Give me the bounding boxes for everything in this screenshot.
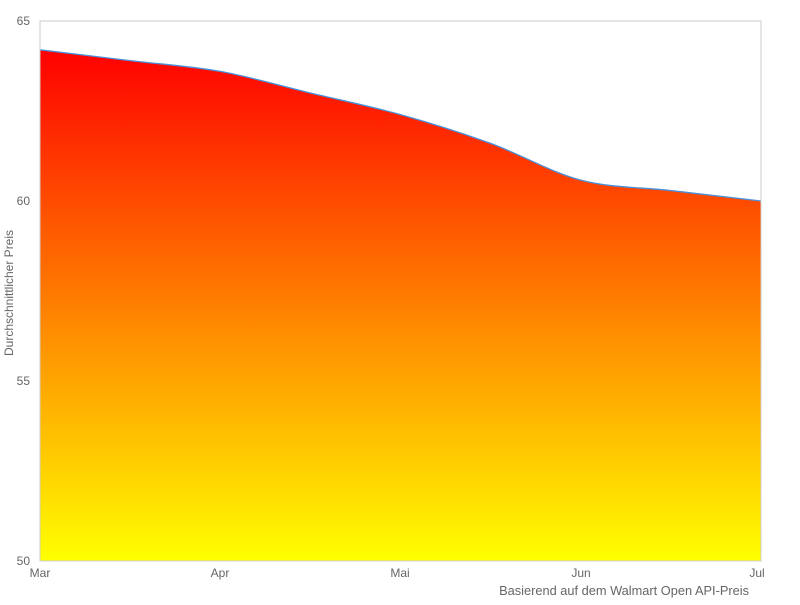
- svg-text:60: 60: [17, 194, 31, 208]
- svg-text:Mar: Mar: [30, 566, 51, 580]
- svg-text:Jun: Jun: [571, 566, 590, 580]
- svg-text:55: 55: [17, 374, 31, 388]
- svg-text:Durchschnittlicher Preis: Durchschnittlicher Preis: [2, 230, 16, 356]
- svg-text:Basierend auf dem Walmart Open: Basierend auf dem Walmart Open API-Preis: [499, 583, 749, 598]
- svg-text:65: 65: [17, 14, 31, 28]
- svg-text:Mai: Mai: [390, 566, 409, 580]
- svg-text:Jul: Jul: [749, 566, 764, 580]
- svg-text:Apr: Apr: [211, 566, 230, 580]
- svg-text:50: 50: [17, 554, 31, 568]
